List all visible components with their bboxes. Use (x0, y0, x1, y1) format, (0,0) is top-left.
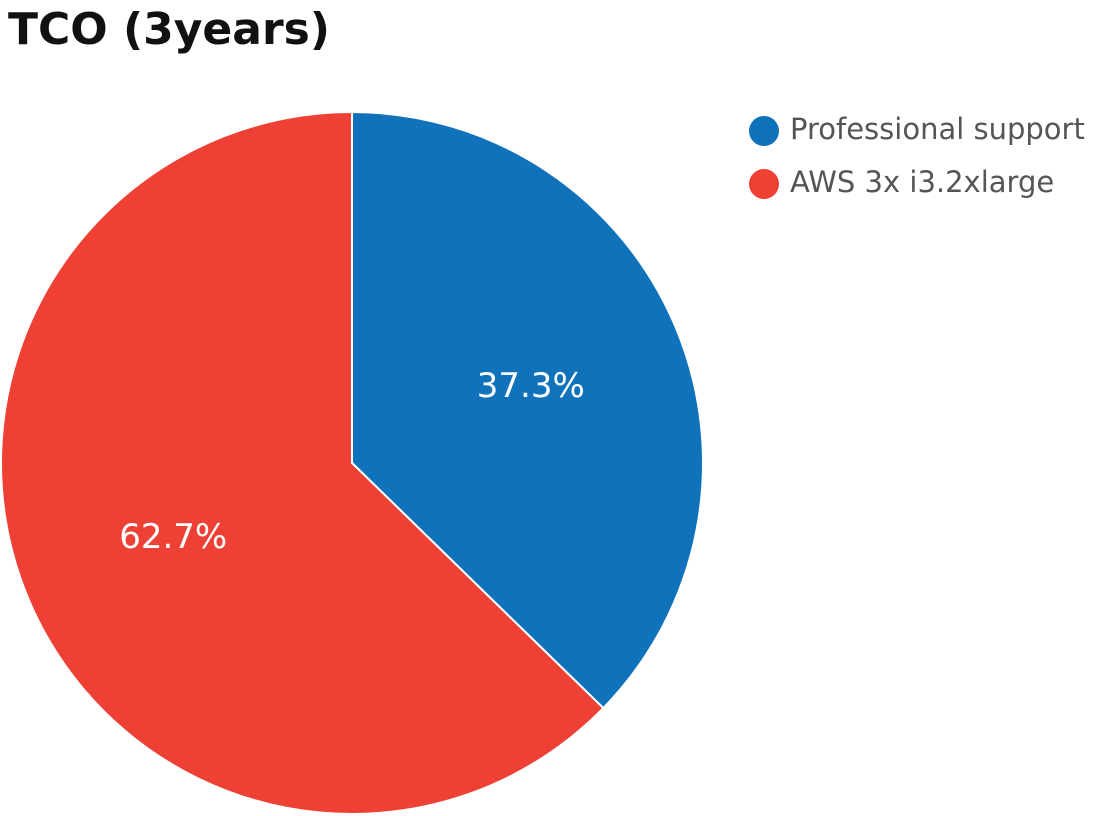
pie-slice (351, 110, 704, 710)
legend-label: AWS 3x i3.2xlarge (790, 165, 1054, 199)
legend-marker (749, 116, 779, 146)
legend-marker (749, 169, 779, 199)
pie-slice (0, 110, 605, 815)
slice-label: 37.3% (477, 366, 585, 406)
chart-title: TCO (3years) (8, 4, 330, 55)
legend-label: Professional support (790, 112, 1085, 146)
slice-label: 62.7% (119, 517, 227, 557)
